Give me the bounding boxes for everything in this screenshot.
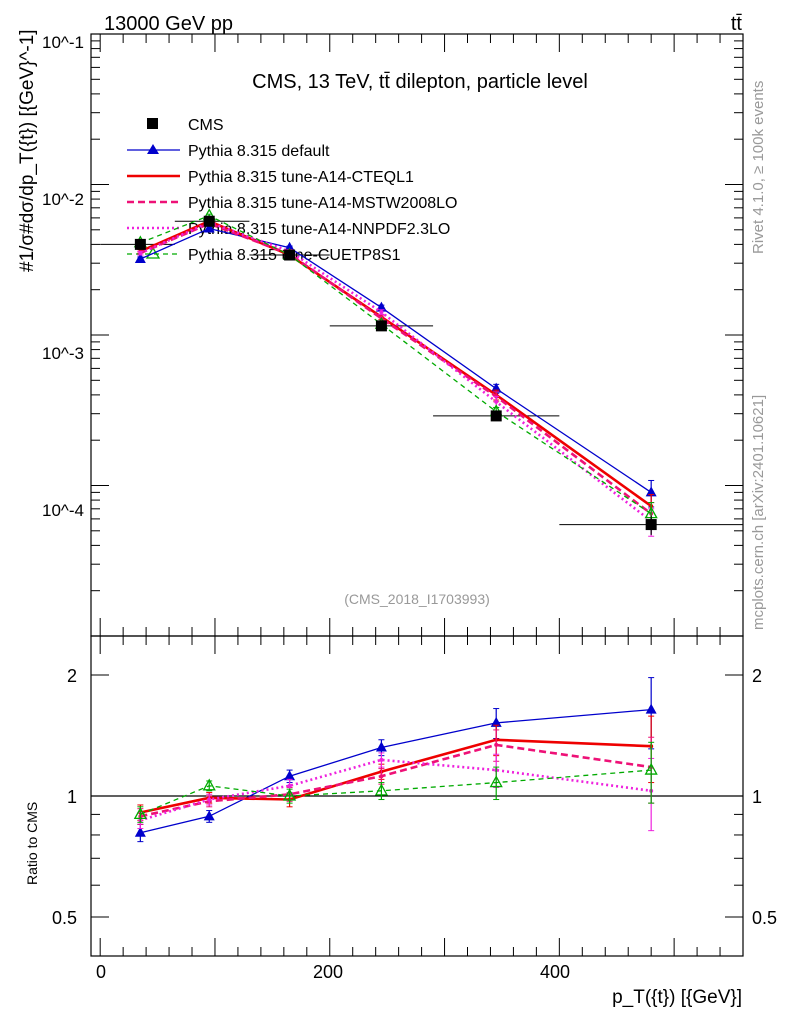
main-panel-series bbox=[100, 208, 743, 537]
ratio-cuetp-marker bbox=[644, 762, 658, 775]
ratio-cteql1-line bbox=[140, 738, 652, 814]
ratio-nnpdf-line bbox=[140, 758, 652, 822]
ratio-cuetp-marker bbox=[282, 788, 297, 801]
x-axis-label: p_T({t}) [{GeV}] bbox=[612, 987, 742, 1008]
ratio-cuetp-marker bbox=[489, 775, 503, 788]
ratio-nnpdf-marker bbox=[207, 797, 212, 802]
main-default-marker bbox=[203, 222, 215, 233]
x-tick-label: 400 bbox=[540, 962, 570, 982]
legend: CMS Pythia 8.315 default Pythia 8.315 tu… bbox=[127, 117, 457, 264]
ratio-default-line bbox=[140, 708, 652, 834]
legend-label: Pythia 8.315 default bbox=[188, 143, 330, 160]
main-y-tick-label: 10^-4 bbox=[42, 501, 84, 520]
cms-data-point bbox=[375, 320, 387, 332]
ratio-y-tick-label-right: 1 bbox=[752, 787, 762, 807]
legend-label: CMS bbox=[188, 117, 224, 134]
process-label: tt̄ bbox=[731, 13, 743, 35]
ratio-y-axis-label: Ratio to CMS bbox=[24, 802, 40, 885]
cms-data-point bbox=[284, 249, 296, 261]
legend-label: Pythia 8.315 tune-A14-CTEQL1 bbox=[188, 169, 414, 186]
legend-entry-cms: CMS bbox=[147, 117, 224, 134]
legend-marker-open-triangle bbox=[145, 246, 161, 259]
legend-label: Pythia 8.315 tune-A14-NNPDF2.3LO bbox=[188, 221, 450, 238]
main-cteql1-line bbox=[139, 219, 652, 508]
legend-entry-mstw: Pythia 8.315 tune-A14-MSTW2008LO bbox=[127, 195, 457, 212]
x-tick-label: 200 bbox=[313, 962, 343, 982]
cms-data-point bbox=[490, 410, 502, 422]
main-y-axis-label: #1/σ#dσ/dp_T({t}) [{GeV}^-1] bbox=[17, 29, 38, 272]
main-nnpdf-line bbox=[139, 220, 652, 523]
ratio-y-tick-label: 2 bbox=[67, 666, 77, 686]
mcplots-label: mcplots.cern.ch [arXiv:2401.10621] bbox=[750, 395, 767, 630]
main-plot-title: CMS, 13 TeV, tt̄ dilepton, particle leve… bbox=[252, 71, 588, 93]
legend-marker-triangle bbox=[147, 144, 159, 154]
x-tick-label: 0 bbox=[96, 962, 106, 982]
main-mstw-line bbox=[139, 222, 652, 515]
ratio-panel-series bbox=[133, 677, 658, 843]
axis-ticks bbox=[91, 33, 743, 957]
legend-entry-default: Pythia 8.315 default bbox=[127, 143, 330, 160]
ratio-y-tick-label: 1 bbox=[67, 787, 77, 807]
ratio-nnpdf-marker bbox=[379, 757, 384, 762]
cms-data-point bbox=[134, 238, 146, 250]
ratio-cuetp-line bbox=[140, 769, 652, 816]
ratio-cuetp-marker bbox=[202, 778, 216, 791]
analysis-id: (CMS_2018_I1703993) bbox=[344, 591, 490, 607]
rivet-label: Rivet 4.1.0, ≥ 100k events bbox=[750, 81, 767, 254]
legend-marker-square bbox=[147, 118, 158, 129]
main-nnpdf-marker bbox=[494, 399, 499, 404]
main-y-tick-label: 10^-2 bbox=[42, 190, 84, 209]
ratio-default-marker bbox=[134, 826, 146, 837]
cms-data-point bbox=[645, 519, 657, 531]
ratio-mstw-marker bbox=[494, 742, 499, 747]
ratio-y-tick-label-right: 0.5 bbox=[752, 908, 777, 928]
ratio-default-marker bbox=[490, 716, 502, 727]
main-nnpdf-marker bbox=[138, 251, 143, 256]
ratio-mstw-marker bbox=[379, 774, 384, 779]
energy-label: 13000 GeV pp bbox=[104, 13, 233, 35]
legend-entry-cteql1: Pythia 8.315 tune-A14-CTEQL1 bbox=[127, 169, 414, 186]
ratio-default-marker bbox=[284, 770, 296, 781]
legend-label: Pythia 8.315 tune-A14-MSTW2008LO bbox=[188, 195, 457, 212]
ratio-y-tick-label: 0.5 bbox=[52, 908, 77, 928]
ratio-cuetp-marker bbox=[133, 807, 147, 820]
main-default-line bbox=[140, 227, 652, 493]
ratio-default-marker bbox=[203, 810, 215, 821]
ratio-y-tick-label-right: 2 bbox=[752, 666, 762, 686]
main-nnpdf-marker bbox=[379, 310, 384, 315]
ratio-default-marker bbox=[645, 703, 657, 714]
ratio-nnpdf-marker bbox=[287, 783, 292, 788]
main-y-tick-label: 10^-1 bbox=[42, 33, 84, 52]
ratio-cuetp-marker bbox=[374, 783, 389, 796]
legend-entry-nnpdf: Pythia 8.315 tune-A14-NNPDF2.3LO bbox=[127, 221, 450, 238]
ratio-mstw-line bbox=[140, 743, 652, 818]
ratio-default-marker bbox=[375, 741, 387, 752]
cms-data-point bbox=[203, 215, 215, 227]
main-default-marker bbox=[645, 486, 657, 497]
main-cuetp-line bbox=[140, 214, 652, 515]
main-default-marker bbox=[134, 252, 146, 263]
main-y-tick-label: 10^-3 bbox=[42, 344, 84, 363]
